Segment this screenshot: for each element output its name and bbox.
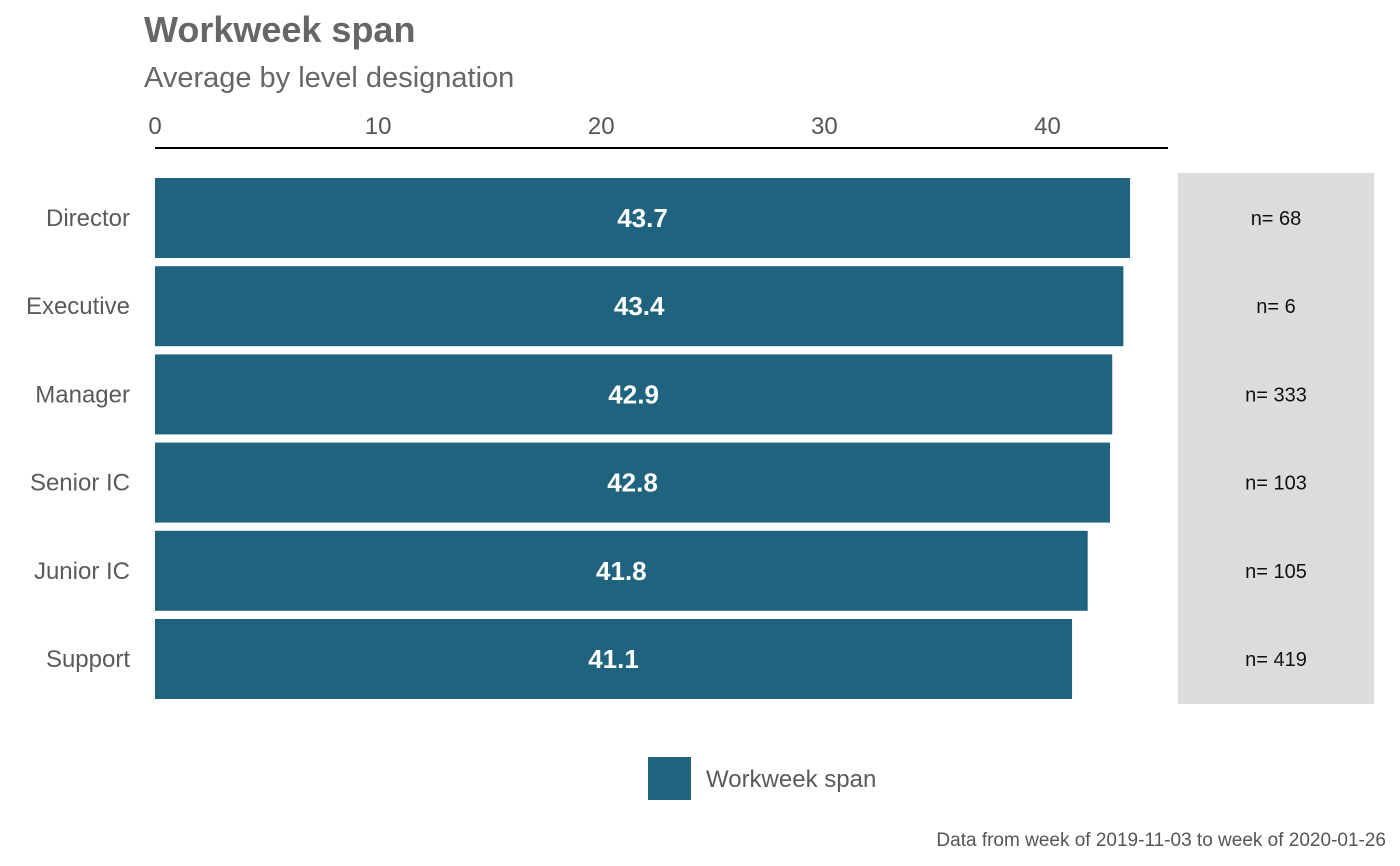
bar <box>155 442 1110 523</box>
bar <box>155 619 1073 699</box>
n-count-label: n= 103 <box>1245 473 1307 495</box>
bar-value-label: 42.9 <box>608 379 659 409</box>
bar-value-label: 42.8 <box>607 468 658 498</box>
bar <box>155 530 1088 611</box>
n-count-label: n= 419 <box>1245 649 1307 671</box>
x-tick-label: 40 <box>1034 113 1061 140</box>
x-tick-label: 0 <box>148 113 161 140</box>
bars-group: Director 43.7 Executive 43.4 Manager 42.9 Seni… <box>26 178 1131 699</box>
bar <box>155 178 1131 258</box>
x-tick-label: 20 <box>588 113 615 140</box>
category-label: Support <box>46 646 130 673</box>
chart-caption: Data from week of 2019-11-03 to week of … <box>936 830 1386 851</box>
chart-title: Workweek span <box>144 9 415 50</box>
legend-label: Workweek span <box>706 766 876 793</box>
bar-value-label: 43.4 <box>614 291 665 321</box>
bar-value-label: 41.1 <box>588 644 639 674</box>
x-axis: 0 10 20 30 40 <box>148 113 1168 149</box>
category-label: Senior IC <box>30 470 130 497</box>
n-count-label: n= 105 <box>1245 561 1307 583</box>
n-count-label: n= 6 <box>1256 296 1295 318</box>
x-tick-label: 30 <box>811 113 838 140</box>
x-tick-label: 10 <box>365 113 392 140</box>
bar <box>155 354 1113 435</box>
legend-swatch <box>648 757 691 800</box>
chart-subtitle: Average by level designation <box>144 62 514 94</box>
n-count-panel: n= 68 n= 6 n= 333 n= 103 n= 105 n= 419 <box>1178 173 1374 704</box>
bar-value-label: 41.8 <box>596 556 647 586</box>
n-count-label: n= 68 <box>1251 208 1302 230</box>
category-label: Junior IC <box>34 558 130 585</box>
bar-value-label: 43.7 <box>617 203 668 233</box>
n-panel-background <box>1178 173 1374 704</box>
category-label: Director <box>46 205 130 232</box>
category-label: Executive <box>26 293 130 320</box>
n-count-label: n= 333 <box>1245 384 1307 406</box>
bar <box>155 266 1124 347</box>
category-label: Manager <box>35 381 130 408</box>
